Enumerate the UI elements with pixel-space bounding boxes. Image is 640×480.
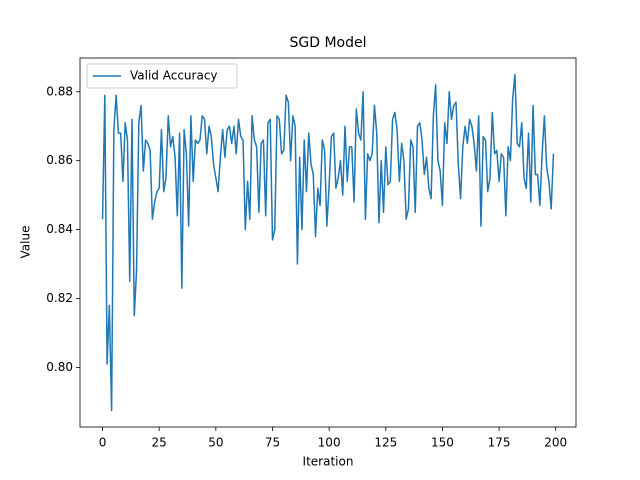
x-tick-label: 25 <box>152 436 167 450</box>
x-tick-label: 150 <box>431 436 454 450</box>
line-series <box>101 73 555 412</box>
chart-title: SGD Model <box>290 35 367 51</box>
y-tick-label: 0.80 <box>46 360 73 374</box>
axes-frame <box>79 57 577 428</box>
legend-box <box>86 63 238 89</box>
x-tick-label: 125 <box>374 436 397 450</box>
x-tick-label: 50 <box>208 436 223 450</box>
x-tick-label: 0 <box>99 436 107 450</box>
y-tick-label: 0.86 <box>46 153 73 167</box>
y-tick-label: 0.88 <box>46 84 73 98</box>
x-tick-label: 100 <box>318 436 341 450</box>
x-tick-label: 200 <box>544 436 567 450</box>
y-axis-label: Value <box>19 226 33 259</box>
x-tick-label: 175 <box>488 436 511 450</box>
x-tick-label: 75 <box>265 436 280 450</box>
y-tick-label: 0.84 <box>46 222 73 236</box>
y-tick-label: 0.82 <box>46 291 73 305</box>
x-axis-label: Iteration <box>303 455 354 469</box>
legend-label: Valid Accuracy <box>130 69 218 83</box>
